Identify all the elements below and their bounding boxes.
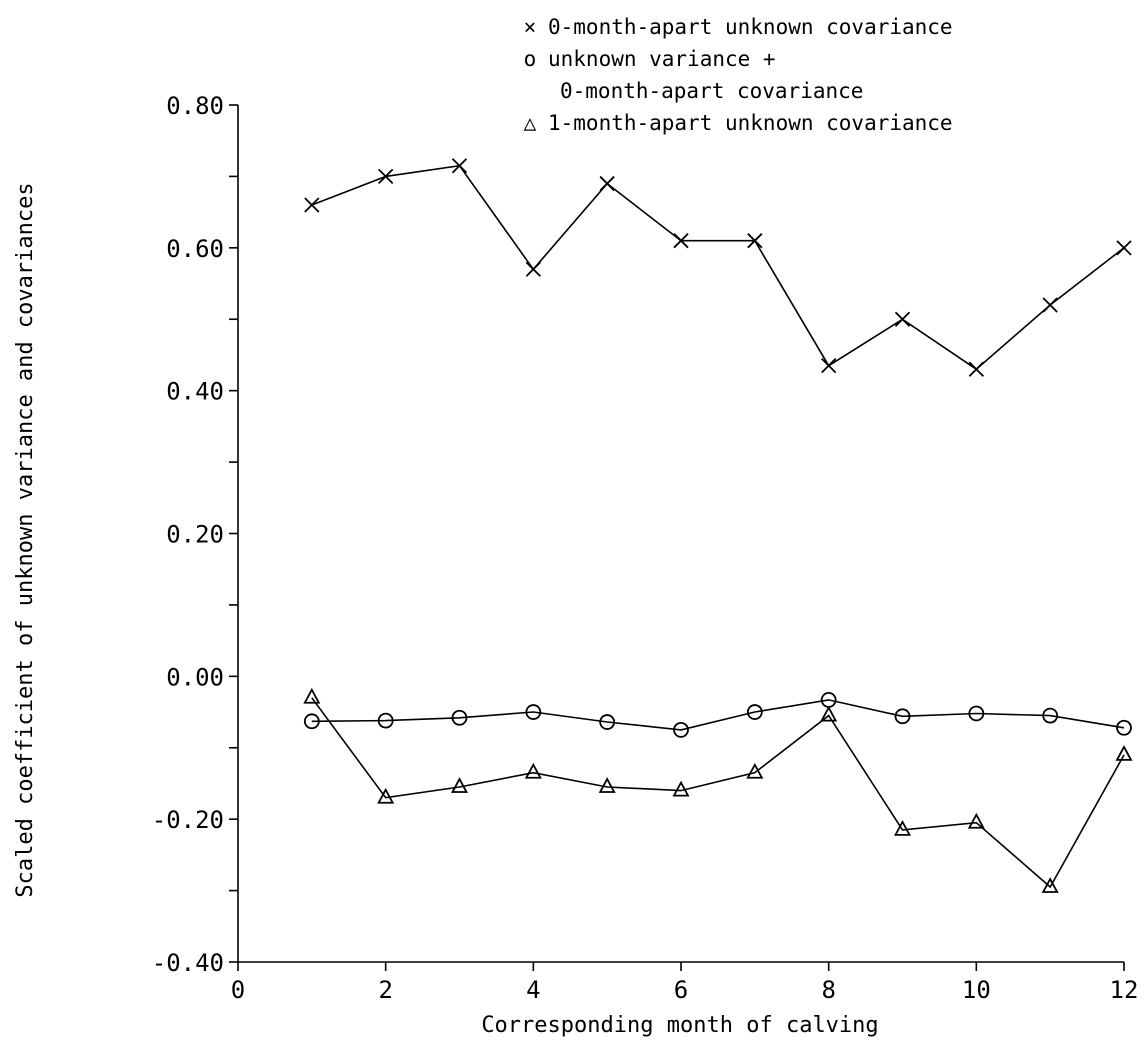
y-tick-label: 0.20 — [166, 521, 224, 549]
axes — [237, 105, 1124, 963]
y-tick-label: -0.20 — [152, 806, 224, 834]
series-line — [311, 699, 1125, 731]
x-marker — [894, 311, 911, 327]
triangle-marker — [893, 819, 912, 836]
series-line — [311, 697, 1125, 889]
legend-label: 0-month-apart covariance — [560, 79, 863, 103]
circle-marker — [303, 713, 320, 730]
circle-marker — [746, 704, 763, 720]
triangle-marker — [1041, 877, 1059, 893]
x-marker — [968, 361, 984, 377]
circle-marker — [894, 708, 911, 725]
legend-symbol: o — [524, 47, 537, 71]
x-tick-label: 2 — [378, 976, 392, 1004]
circle-marker — [968, 705, 985, 722]
x-marker — [599, 175, 615, 192]
x-marker — [525, 261, 541, 277]
triangle-marker — [967, 812, 985, 829]
circle-marker — [525, 704, 542, 720]
x-axis-title: Corresponding month of calving — [481, 1013, 878, 1038]
y-tick-label: 0.00 — [166, 663, 224, 691]
series-2 — [303, 692, 1132, 738]
y-axis-title: Scaled coefficient of unknown variance a… — [13, 182, 38, 897]
circle-marker — [673, 721, 689, 738]
legend-label: unknown variance + — [548, 47, 776, 71]
legend-label: 1-month-apart unknown covariance — [548, 111, 953, 135]
circle-marker — [451, 709, 468, 726]
series-1 — [304, 158, 1132, 377]
circle-marker — [1042, 707, 1059, 724]
x-marker — [1116, 240, 1132, 256]
triangle-marker — [820, 705, 838, 722]
x-tick-label: 12 — [1110, 976, 1139, 1004]
x-tick-label: 6 — [674, 976, 688, 1004]
legend-label: 0-month-apart unknown covariance — [548, 15, 953, 39]
x-marker — [378, 168, 394, 185]
series-line — [311, 164, 1125, 371]
circle-marker — [377, 712, 394, 729]
x-ticks: 0 2 4 6 8 10 12 — [231, 962, 1139, 1004]
y-tick-label: 0.40 — [166, 378, 224, 406]
y-tick-label: 0.80 — [166, 92, 224, 120]
legend-item: o unknown variance + 0-month-apart covaria… — [524, 47, 864, 103]
triangle-marker — [524, 762, 542, 779]
triangle-marker — [746, 762, 764, 779]
legend-symbol: △ — [524, 111, 537, 135]
x-tick-label: 8 — [821, 976, 835, 1004]
triangle-marker — [303, 687, 321, 704]
triangle-marker — [1115, 744, 1133, 761]
x-tick-label: 4 — [526, 976, 540, 1004]
legend-symbol: × — [524, 15, 537, 39]
x-marker — [673, 233, 689, 249]
x-tick-label: 10 — [962, 976, 991, 1004]
y-ticks: -0.40 -0.20 0.00 0.20 0.40 0.60 0.80 — [152, 92, 238, 977]
x-marker — [821, 358, 837, 374]
y-tick-label: 0.60 — [166, 235, 224, 263]
legend-item: △ 1-month-apart unknown covariance — [524, 111, 953, 135]
circle-marker — [1116, 719, 1132, 736]
legend-item: × 0-month-apart unknown covariance — [524, 15, 953, 39]
x-marker — [304, 197, 320, 213]
x-marker — [747, 233, 763, 249]
triangle-marker — [672, 780, 690, 797]
legend: × 0-month-apart unknown covariance o unknow… — [524, 15, 953, 135]
x-marker — [451, 158, 468, 174]
triangle-marker — [377, 787, 395, 804]
triangle-marker — [598, 777, 616, 793]
triangle-marker — [450, 777, 469, 793]
x-tick-label: 0 — [231, 976, 245, 1004]
x-marker — [1042, 297, 1058, 313]
circle-marker — [599, 714, 616, 730]
series-3 — [303, 687, 1133, 893]
y-tick-label: -0.40 — [152, 949, 224, 977]
series-layer — [303, 158, 1133, 893]
